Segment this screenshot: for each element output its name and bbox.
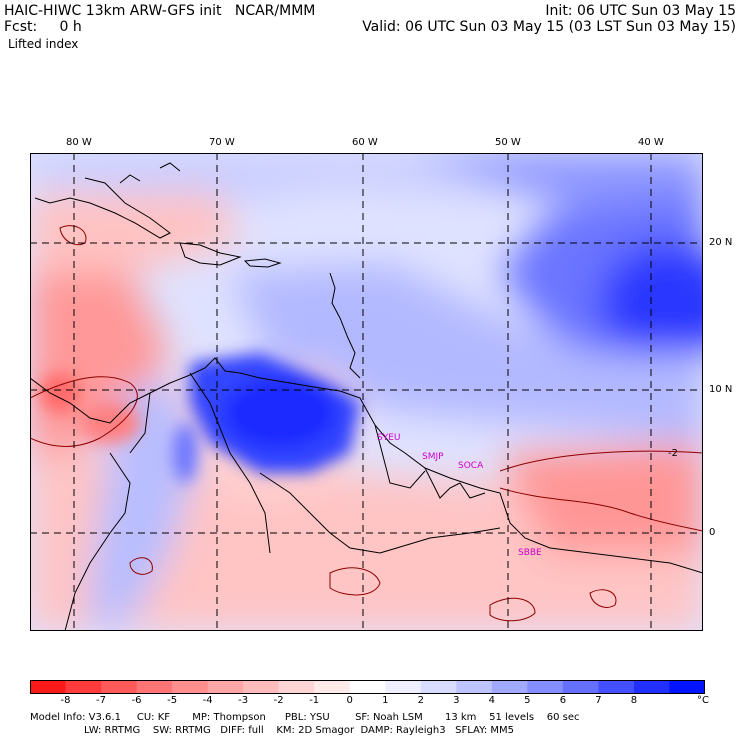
colorbar-tick-label: 6 bbox=[559, 695, 567, 706]
colorbar-swatch bbox=[65, 680, 102, 694]
colorbar-tick-label: 1 bbox=[382, 695, 389, 706]
colorbar-tick-label: -5 bbox=[167, 695, 178, 706]
colorbar-swatch bbox=[420, 680, 457, 694]
lat-label-eq: 0 bbox=[709, 527, 716, 538]
colorbar-tick-label: -6 bbox=[131, 695, 142, 706]
lat-label-10n: 10 N bbox=[709, 384, 733, 395]
colorbar-swatch bbox=[385, 680, 422, 694]
colorbar-tick-label: 2 bbox=[417, 695, 424, 706]
colorbar-swatch bbox=[598, 680, 635, 694]
colorbar-swatch bbox=[456, 680, 493, 694]
colorbar-tick-label: -2 bbox=[273, 695, 284, 706]
colorbar-swatch bbox=[669, 680, 705, 694]
colorbar-tick-label: 3 bbox=[453, 695, 460, 706]
colorbar-tick-label: -7 bbox=[96, 695, 107, 706]
colorbar-swatch bbox=[243, 680, 280, 694]
lat-label-20n: 20 N bbox=[709, 237, 733, 248]
colorbar-swatch bbox=[30, 680, 67, 694]
colorbar-tick-label: -4 bbox=[202, 695, 213, 706]
station-soca: SOCA bbox=[458, 461, 484, 471]
colorbar-tick-label: -1 bbox=[309, 695, 320, 706]
colorbar-unit: °C bbox=[697, 695, 709, 706]
colorbar-tick-label: 5 bbox=[524, 695, 531, 706]
init-time: Init: 06 UTC Sun 03 May 15 bbox=[545, 3, 736, 19]
colorbar-swatch bbox=[491, 680, 528, 694]
grid-lines bbox=[30, 153, 703, 631]
colorbar-tick-label: 0 bbox=[346, 695, 353, 706]
colorbar-swatch bbox=[349, 680, 386, 694]
colorbar-swatch bbox=[136, 680, 173, 694]
colorbar-outline bbox=[30, 680, 705, 694]
colorbar-tick-label: 4 bbox=[488, 695, 496, 706]
colorbar-swatch bbox=[633, 680, 670, 694]
contour-label: -2 bbox=[668, 448, 678, 459]
colorbar-swatch bbox=[527, 680, 564, 694]
colorbar-tick-label: 8 bbox=[630, 695, 638, 706]
lon-label-80w: 80 W bbox=[66, 137, 92, 148]
colorbar-swatch bbox=[278, 680, 315, 694]
colorbar-tick-label: -3 bbox=[238, 695, 249, 706]
lon-label-60w: 60 W bbox=[352, 137, 378, 148]
station-smjp: SMJP bbox=[422, 452, 444, 462]
map-title: HAIC-HIWC 13km ARW-GFS init NCAR/MMM bbox=[4, 3, 316, 19]
lon-label-50w: 50 W bbox=[495, 137, 521, 148]
model-info-line2: LW: RRTMG SW: RRTMG DIFF: full KM: 2D Sm… bbox=[30, 725, 515, 736]
forecast-hour: Fcst: 0 h bbox=[4, 19, 82, 35]
model-info-line1: Model Info: V3.6.1 CU: KF MP: Thompson P… bbox=[30, 712, 580, 723]
map-frame bbox=[30, 153, 703, 631]
colorbar-tick-label: 7 bbox=[595, 695, 602, 706]
station-sbbe: SBBE bbox=[518, 548, 542, 558]
colorbar-swatch bbox=[562, 680, 599, 694]
station-syeu: SYEU bbox=[377, 433, 400, 443]
lon-label-40w: 40 W bbox=[638, 137, 664, 148]
colorbar-swatch bbox=[207, 680, 244, 694]
colorbar-tick-label: -8 bbox=[60, 695, 71, 706]
field-name: Lifted index bbox=[8, 37, 79, 51]
contour-lines bbox=[30, 225, 703, 622]
valid-time: Valid: 06 UTC Sun 03 May 15 (03 LST Sun … bbox=[362, 19, 736, 35]
lon-label-70w: 70 W bbox=[209, 137, 235, 148]
colorbar-swatch bbox=[314, 680, 351, 694]
colorbar bbox=[30, 680, 705, 694]
lifted-index-map: SYEU SMJP SOCA SBBE -2 bbox=[30, 153, 703, 631]
colorbar-swatch bbox=[101, 680, 138, 694]
colorbar-swatch bbox=[172, 680, 209, 694]
